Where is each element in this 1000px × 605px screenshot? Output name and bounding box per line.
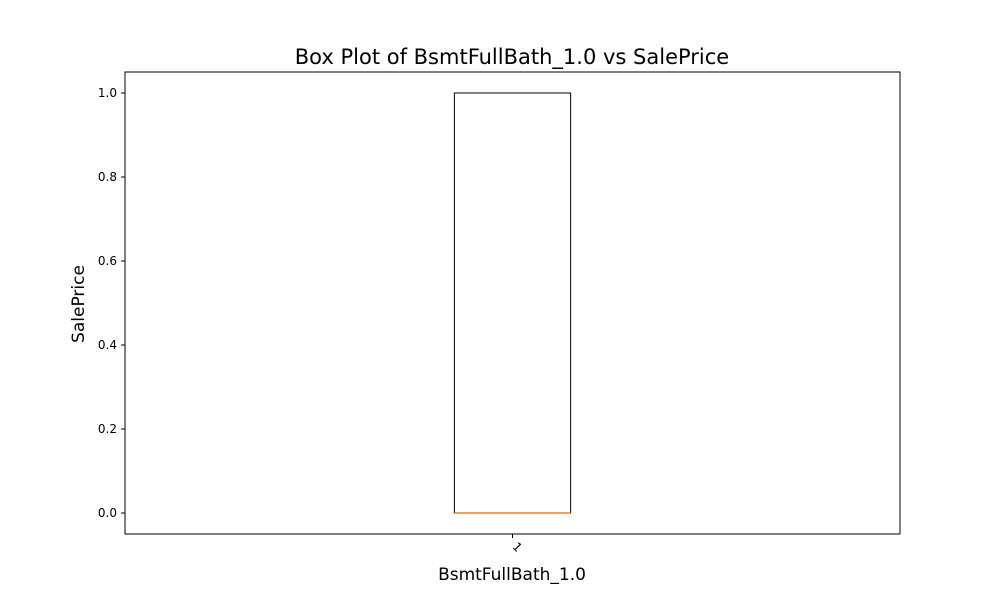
x-tick-label: 1 xyxy=(510,540,525,555)
x-axis-title: BsmtFullBath_1.0 xyxy=(438,565,586,585)
plot-area-frame xyxy=(124,71,901,535)
chart-title: Box Plot of BsmtFullBath_1.0 vs SalePric… xyxy=(295,45,729,70)
y-tick-label: 0.4 xyxy=(98,338,117,352)
y-tick-label: 1.0 xyxy=(98,86,117,100)
y-tick-label: 0.6 xyxy=(98,254,117,268)
y-tick-label: 0.0 xyxy=(98,506,117,520)
y-tick-label: 0.2 xyxy=(98,422,117,436)
box-iqr xyxy=(453,92,572,514)
y-axis-title: SalePrice xyxy=(69,265,89,343)
y-tick-label: 0.8 xyxy=(98,170,117,184)
